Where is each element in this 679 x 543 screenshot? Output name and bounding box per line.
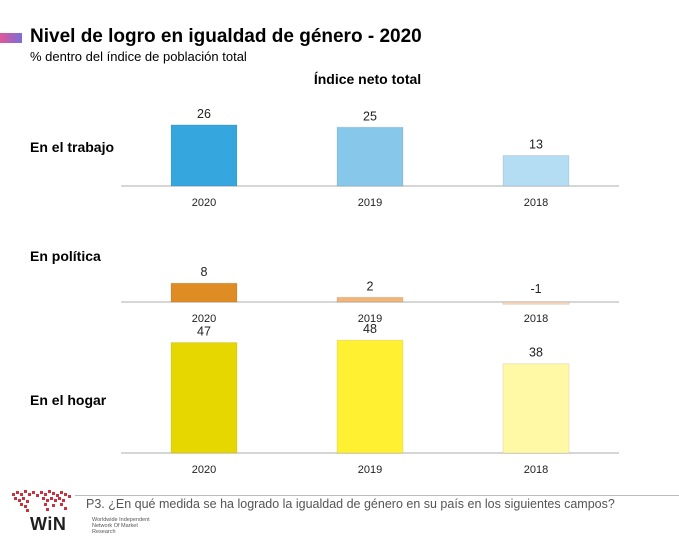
tick-label: 2020 — [192, 313, 216, 325]
bar — [336, 296, 404, 303]
bar — [170, 282, 238, 303]
bar — [170, 342, 238, 454]
tick-label: 2018 — [524, 464, 548, 476]
panel-label-politica: En política — [30, 248, 101, 264]
logo-wordmark: WiN — [30, 514, 67, 534]
data-label: 38 — [529, 346, 543, 360]
bar — [336, 339, 404, 454]
bar — [502, 363, 570, 454]
bar — [502, 301, 570, 305]
panel-label-trabajo: En el trabajo — [30, 139, 115, 155]
data-label: -1 — [530, 282, 541, 296]
data-label: 25 — [363, 109, 377, 123]
panel-label-hogar: En el hogar — [30, 392, 107, 408]
bar — [336, 126, 404, 187]
tick-label: 2019 — [358, 313, 382, 325]
data-label: 2 — [367, 279, 374, 293]
data-label: 8 — [201, 265, 208, 279]
logo-tagline: Worldwide Independent Network Of Market … — [92, 517, 150, 535]
survey-question: P3. ¿En qué medida se ha logrado la igua… — [86, 497, 615, 511]
tick-label: 2019 — [358, 464, 382, 476]
data-label: 26 — [197, 107, 211, 121]
data-label: 13 — [529, 137, 543, 151]
tick-label: 2018 — [524, 197, 548, 209]
footer-divider — [75, 495, 679, 496]
page-title: Nivel de logro en igualdad de género - 2… — [30, 26, 422, 47]
tick-label: 2018 — [524, 313, 548, 325]
data-label: 47 — [197, 325, 211, 339]
bar — [170, 124, 238, 187]
title-accent-bar — [0, 33, 22, 43]
page-subtitle: % dentro del índice de población total — [30, 49, 247, 64]
bar — [502, 154, 570, 187]
data-label: 48 — [363, 322, 377, 336]
tick-label: 2020 — [192, 464, 216, 476]
win-logo-map-icon — [12, 490, 71, 512]
tick-label: 2019 — [358, 197, 382, 209]
tick-label: 2020 — [192, 197, 216, 209]
chart-heading: Índice neto total — [313, 71, 422, 87]
